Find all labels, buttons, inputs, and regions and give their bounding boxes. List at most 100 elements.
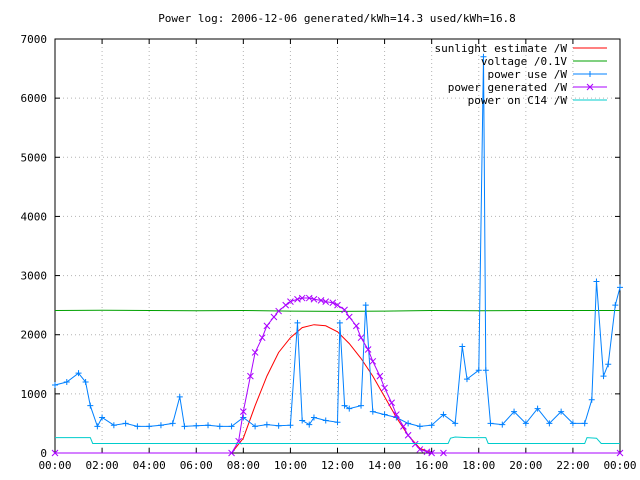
data-point (581, 420, 588, 427)
data-point (270, 313, 278, 321)
legend-label: sunlight estimate /W (435, 42, 568, 55)
data-point (487, 420, 494, 427)
data-point (381, 384, 388, 392)
data-point (193, 422, 200, 429)
data-point (216, 423, 223, 430)
data-point (357, 334, 365, 342)
y-tick-label: 5000 (21, 151, 48, 164)
data-point (546, 420, 553, 427)
data-point (94, 423, 101, 430)
x-tick-label: 04:00 (133, 459, 166, 472)
data-point (51, 449, 59, 457)
series-voltage-0-1v (54, 309, 620, 312)
data-point (310, 414, 317, 421)
y-tick-label: 3000 (21, 270, 48, 283)
data-point (388, 399, 395, 407)
data-point (334, 419, 341, 426)
data-point (239, 408, 247, 415)
x-tick-label: 00:00 (38, 459, 71, 472)
series-power-on-c14-w (55, 436, 620, 444)
data-point (428, 449, 436, 457)
data-point (346, 405, 353, 412)
data-point (600, 373, 607, 380)
data-point (345, 313, 353, 321)
data-point (341, 306, 348, 314)
data-point (588, 396, 595, 403)
data-point (480, 53, 487, 60)
data-point (428, 422, 435, 429)
data-point (334, 301, 341, 309)
data-point (275, 307, 282, 315)
data-point (176, 393, 183, 400)
data-point (358, 402, 365, 409)
series-power-generated-w (51, 294, 624, 457)
data-point (275, 422, 282, 429)
data-point (63, 379, 70, 386)
data-point (381, 411, 388, 418)
data-point (416, 423, 423, 430)
data-point (482, 367, 489, 374)
gridlines (55, 39, 620, 453)
data-point (134, 423, 141, 430)
data-point (157, 422, 164, 429)
data-point (299, 417, 306, 424)
x-tick-label: 14:00 (368, 459, 401, 472)
legend-marker (587, 71, 593, 77)
data-point (617, 284, 623, 291)
data-point (404, 431, 412, 439)
data-point (99, 414, 106, 421)
y-tick-label: 4000 (21, 210, 48, 223)
data-point (612, 302, 619, 309)
data-point (146, 423, 153, 430)
y-tick-label: 7000 (21, 33, 48, 46)
x-tick-label: 02:00 (86, 459, 119, 472)
plot-area (51, 53, 624, 457)
data-point (282, 301, 290, 309)
data-point (247, 372, 254, 380)
data-point (110, 422, 117, 429)
y-tick-label: 6000 (21, 92, 48, 105)
data-point (228, 449, 235, 457)
data-point (87, 402, 94, 409)
data-point (362, 302, 369, 309)
data-point (593, 278, 600, 285)
data-point (329, 299, 337, 307)
data-point (364, 346, 372, 353)
y-tick-label: 0 (40, 447, 47, 460)
data-point (228, 423, 235, 430)
data-point (336, 319, 343, 326)
data-point (393, 411, 400, 418)
data-point (294, 319, 301, 326)
data-point (287, 298, 294, 305)
data-point (522, 420, 529, 427)
x-tick-label: 12:00 (321, 459, 354, 472)
data-point (475, 367, 482, 374)
data-point (499, 421, 506, 428)
data-point (376, 372, 384, 380)
legend-label: power on C14 /W (468, 94, 568, 107)
y-tick-label: 2000 (21, 329, 48, 342)
data-point (459, 343, 466, 350)
data-point (258, 334, 266, 342)
series-power-use-w (52, 53, 623, 430)
series-line (54, 56, 621, 428)
data-point (341, 402, 348, 409)
legend-label: voltage /0.1V (481, 55, 567, 68)
data-point (352, 322, 360, 330)
chart-title: Power log: 2006-12-06 generated/kWh=14.3… (158, 12, 516, 25)
data-point (322, 298, 330, 305)
x-tick-label: 18:00 (462, 459, 495, 472)
legend-marker (586, 83, 594, 91)
data-point (169, 420, 176, 427)
data-point (251, 349, 259, 356)
series-line (55, 436, 620, 444)
data-point (322, 417, 329, 424)
data-point (82, 379, 89, 386)
data-point (75, 370, 82, 377)
data-point (400, 423, 407, 430)
data-point (411, 440, 419, 448)
legend-label: power use /W (488, 68, 568, 81)
data-point (416, 446, 424, 453)
